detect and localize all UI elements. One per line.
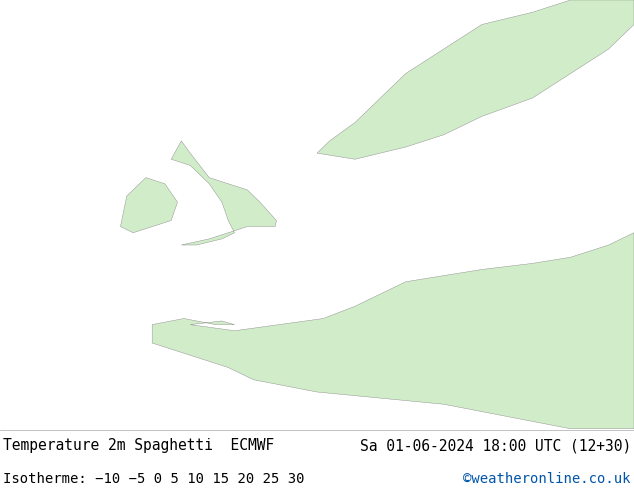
Polygon shape bbox=[120, 177, 178, 233]
Text: Temperature 2m Spaghetti  ECMWF: Temperature 2m Spaghetti ECMWF bbox=[3, 439, 275, 453]
Polygon shape bbox=[171, 141, 276, 245]
Polygon shape bbox=[317, 0, 634, 159]
Text: Isotherme: −10 −5 0 5 10 15 20 25 30: Isotherme: −10 −5 0 5 10 15 20 25 30 bbox=[3, 472, 305, 486]
Polygon shape bbox=[152, 233, 634, 429]
Text: ©weatheronline.co.uk: ©weatheronline.co.uk bbox=[463, 472, 631, 486]
Text: Sa 01-06-2024 18:00 UTC (12+30): Sa 01-06-2024 18:00 UTC (12+30) bbox=[359, 439, 631, 453]
